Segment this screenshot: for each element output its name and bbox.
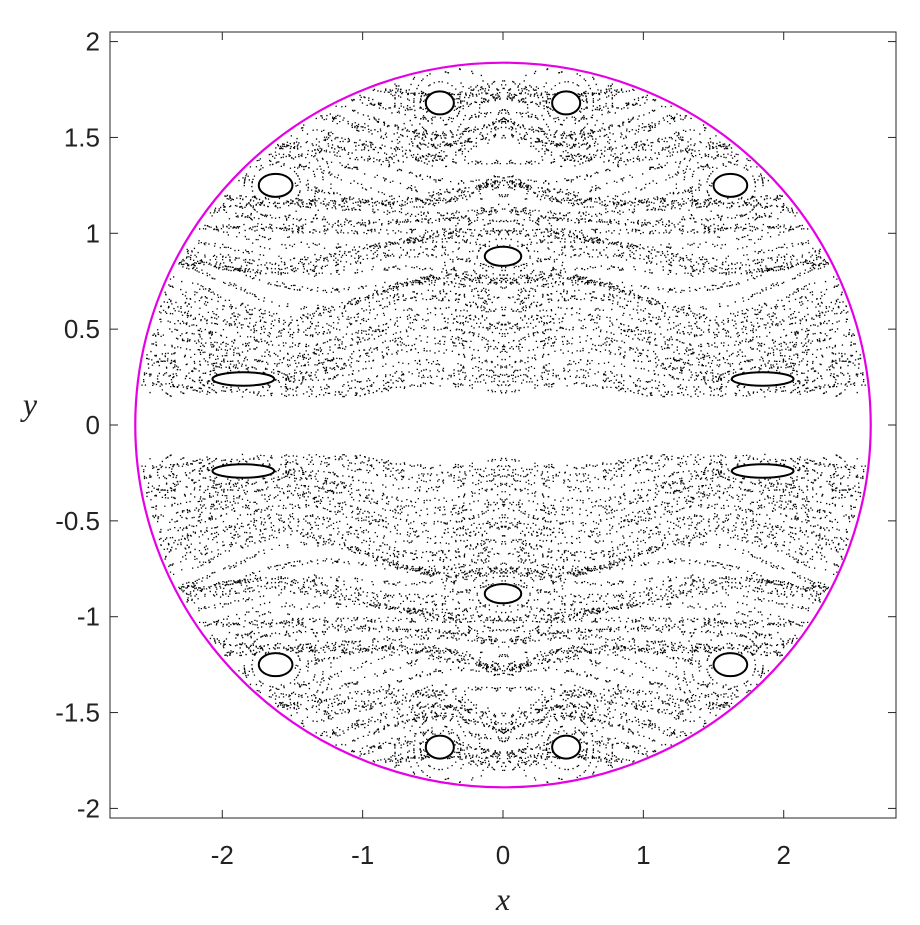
island-orbit: [730, 463, 795, 479]
y-tick-label: 0: [86, 410, 100, 440]
island-orbit: [730, 371, 795, 387]
x-tick-label: -2: [211, 840, 234, 870]
x-axis-label: x: [495, 881, 510, 917]
island-orbit: [424, 90, 455, 116]
island-orbit: [483, 245, 523, 267]
y-tick-label: 1.5: [64, 122, 100, 152]
islands-layer: [211, 90, 795, 760]
y-tick-label: -1: [77, 602, 100, 632]
island-orbit: [483, 583, 523, 605]
x-tick-label: 2: [776, 840, 790, 870]
y-tick-label: 2: [86, 27, 100, 57]
island-orbit: [551, 90, 582, 116]
y-tick-label: -1.5: [55, 698, 100, 728]
boundary-layer: [134, 61, 872, 789]
y-tick-label: -0.5: [55, 506, 100, 536]
y-axis-label: y: [20, 386, 38, 422]
x-ticks: -2 -1 0 1 2: [211, 32, 791, 870]
x-tick-label: 0: [496, 840, 510, 870]
y-tick-label: 0.5: [64, 314, 100, 344]
x-tick-label: 1: [636, 840, 650, 870]
y-tick-label: 1: [86, 218, 100, 248]
island-orbit: [551, 734, 582, 760]
island-orbit: [211, 463, 276, 479]
boundary-curve: [134, 61, 872, 789]
x-tick-label: -1: [351, 840, 374, 870]
y-ticks: -2 -1.5 -1 -0.5 0 0.5 1 1.5 2: [55, 27, 896, 823]
island-orbit: [257, 172, 294, 198]
island-orbit: [211, 371, 276, 387]
y-tick-label: -2: [77, 793, 100, 823]
axes-box: [109, 31, 897, 819]
island-orbit: [712, 652, 749, 678]
island-orbit: [712, 172, 749, 198]
island-orbit: [424, 734, 455, 760]
island-orbit: [257, 652, 294, 678]
